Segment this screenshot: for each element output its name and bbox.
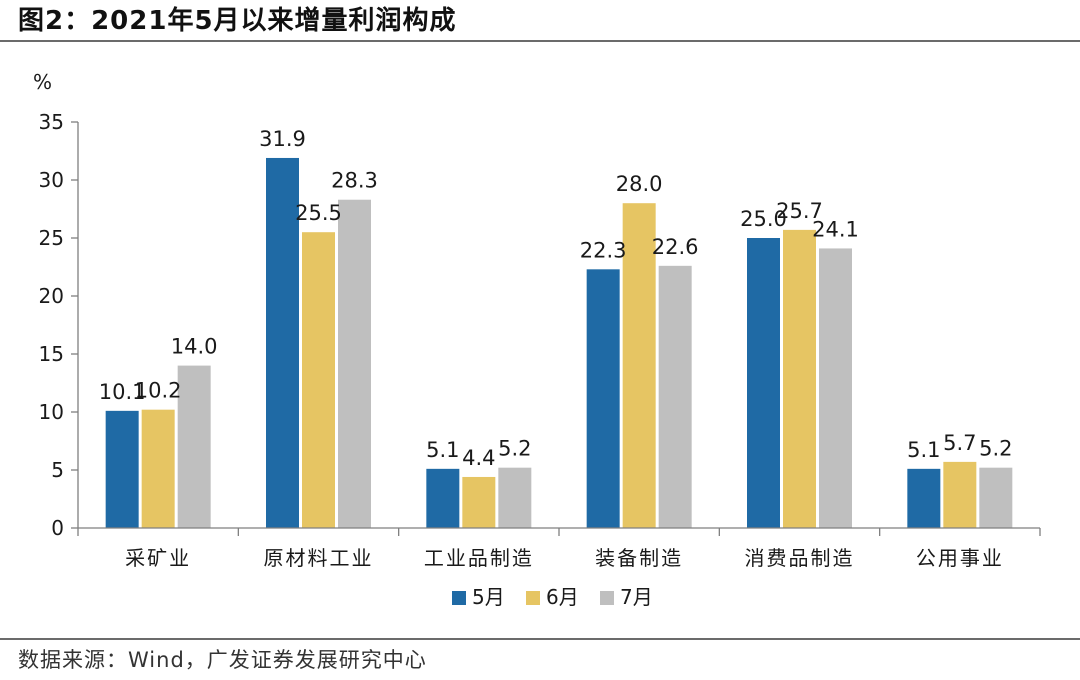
bar-value-label: 10.2 [135, 379, 182, 403]
bar [462, 476, 496, 528]
bar [907, 468, 941, 528]
legend: 5月 6月 7月 [452, 585, 653, 609]
bar [943, 461, 977, 528]
bar-value-label: 5.7 [943, 431, 976, 455]
bar-chart: % 0 5 10 15 20 25 30 35 10.110.2 14.0 31.9 25.5 28.… [33, 70, 1041, 609]
y-axis-unit-label: % [33, 70, 52, 94]
bar [105, 410, 139, 528]
y-tick-label: 20 [39, 284, 64, 308]
bar [338, 199, 371, 528]
bar [586, 269, 620, 528]
value-labels-group: 10.110.214.031.925.528.35.1 4.4 5.222.328.… [99, 127, 1013, 470]
x-category-label: 消费品制造 [745, 546, 855, 570]
bar [141, 409, 175, 528]
bar-value-label: 5.2 [979, 437, 1012, 461]
bar-value-label: 25.5 [295, 201, 342, 225]
bar [819, 248, 852, 528]
x-category-label: 工业品制造 [424, 546, 534, 570]
bar-value-label: 28.3 [331, 169, 378, 193]
chart-title: 图2：2021年5月以来增量利润构成 [18, 6, 457, 36]
chart-area: % 0 5 10 15 20 25 30 35 10.1 10.2 14.0 31.9 25.5 28.… [0, 44, 1080, 636]
bar-value-label: 25.7 [776, 199, 823, 223]
bar [747, 238, 780, 528]
y-tick-label: 10 [39, 400, 64, 424]
bar [426, 468, 460, 528]
bar-value-label: 25.0 [740, 207, 787, 231]
bar-value-label: 22.6 [652, 235, 699, 259]
y-tick-label: 5 [51, 458, 64, 482]
x-axis: 采矿业 原材料工业 工业品制造 装备制造 消费品制造 公用事业 [77, 527, 1041, 570]
y-tick-label: 15 [39, 342, 64, 366]
y-tick-label: 30 [39, 168, 64, 192]
legend-swatch [526, 591, 540, 605]
legend-swatch [600, 591, 614, 605]
x-category-label: 公用事业 [916, 546, 1004, 570]
bar [622, 203, 656, 528]
x-category-label: 原材料工业 [264, 546, 374, 570]
bar [658, 265, 692, 528]
bar-value-label: 22.3 [580, 238, 627, 262]
bar [783, 229, 816, 528]
x-category-label: 装备制造 [595, 546, 683, 570]
legend-label: 7月 [620, 585, 653, 609]
bar [979, 467, 1013, 528]
legend-swatch [452, 591, 466, 605]
bar-value-label: 5.1 [426, 438, 459, 462]
y-tick-label: 35 [39, 110, 64, 134]
bar-value-label: 10.1 [99, 380, 146, 404]
bar [266, 157, 299, 528]
bars-group [105, 157, 1013, 528]
bar-value-label: 28.0 [616, 172, 663, 196]
bar-value-label: 24.1 [812, 217, 859, 241]
x-category-label: 采矿业 [125, 546, 191, 570]
top-divider [0, 40, 1080, 42]
bar [302, 232, 335, 528]
bar-value-label: 31.9 [259, 127, 306, 151]
bottom-divider [0, 638, 1080, 640]
y-axis: 0 5 10 15 20 25 30 35 [39, 110, 79, 540]
source-note: 数据来源：Wind，广发证券发展研究中心 [18, 648, 427, 672]
y-tick-label: 25 [39, 226, 64, 250]
bar [177, 365, 211, 528]
y-tick-label: 0 [51, 516, 64, 540]
bar [498, 467, 532, 528]
legend-label: 5月 [472, 585, 505, 609]
chart-header: 图2：2021年5月以来增量利润构成 [18, 4, 1063, 38]
bar-value-label: 5.1 [907, 438, 940, 462]
bar-value-label: 5.2 [498, 437, 531, 461]
bar-value-label: 4.4 [462, 446, 495, 470]
legend-label: 6月 [546, 585, 579, 609]
bar-value-label: 14.0 [171, 335, 218, 359]
